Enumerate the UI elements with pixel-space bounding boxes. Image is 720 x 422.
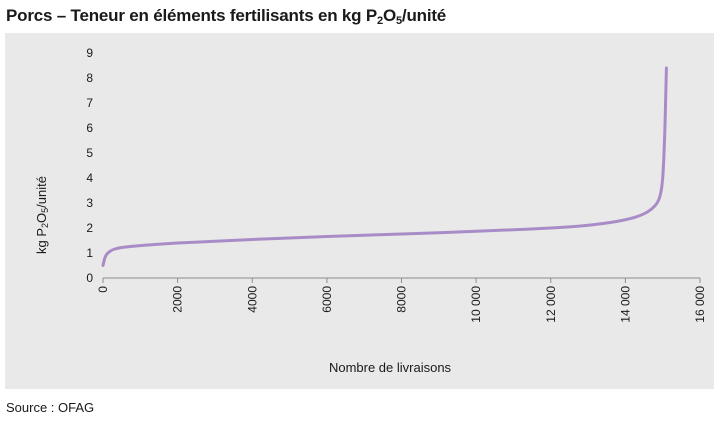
chart-title: Porcs – Teneur en éléments fertilisants …: [6, 6, 447, 27]
source-note: Source : OFAG: [6, 400, 95, 415]
chart-panel: [5, 33, 714, 389]
y-tick-label: 0: [86, 271, 93, 285]
x-tick-label: 10 000: [469, 286, 483, 323]
x-tick-label: 6000: [320, 286, 334, 313]
y-tick-label: 6: [86, 121, 93, 135]
y-axis-ticks: 0 1 2 3 4 5 6 7 8 9: [86, 46, 93, 285]
y-tick-label: 4: [86, 171, 93, 185]
x-axis-label: Nombre de livraisons: [328, 360, 452, 375]
series-line: [101, 66, 668, 267]
x-tick-label: 16 000: [693, 286, 707, 323]
y-tick-label: 9: [86, 46, 93, 60]
x-tick-label: 2000: [171, 286, 185, 313]
y-tick-label: 8: [86, 71, 93, 85]
y-tick-label: 2: [86, 221, 93, 235]
x-axis-ticks: 0 2000 4000 6000 8000 10 000 12 000 14 000 16 00…: [96, 278, 707, 323]
x-tick-label: 14 000: [618, 286, 632, 323]
x-tick-label: 8000: [395, 286, 409, 313]
x-tick-label: 12 000: [544, 286, 558, 323]
x-tick-label: 0: [96, 286, 110, 293]
y-tick-label: 1: [86, 246, 93, 260]
y-tick-label: 7: [86, 96, 93, 110]
y-axis-label: kg P2O5/unité: [34, 176, 50, 254]
x-tick-label: 4000: [245, 286, 259, 313]
y-tick-label: 3: [86, 196, 93, 210]
y-tick-label: 5: [86, 146, 93, 160]
